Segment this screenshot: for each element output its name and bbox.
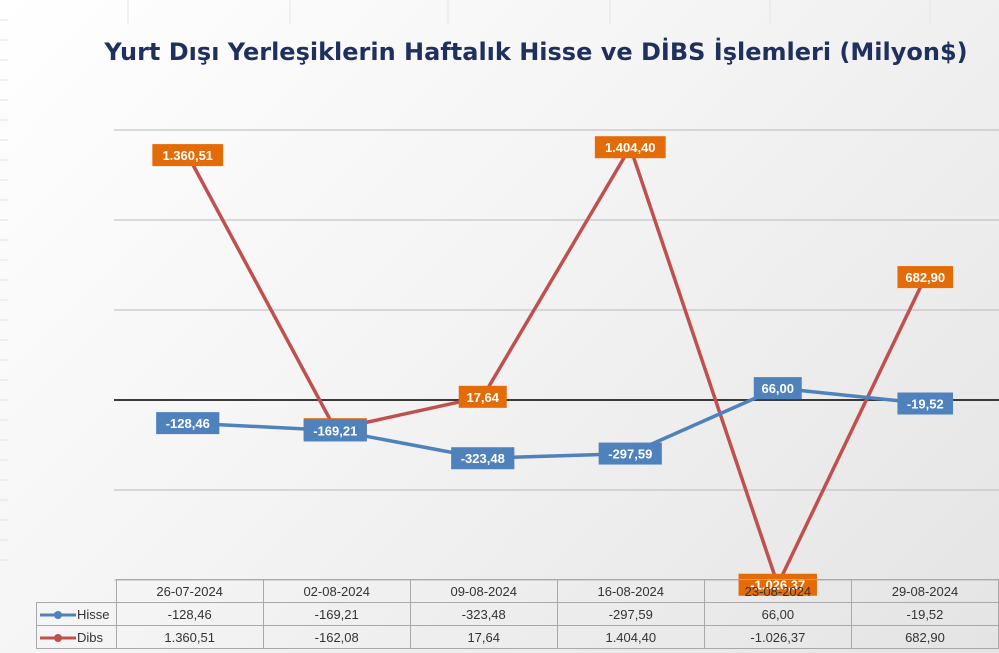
category-label: 16-08-2024 bbox=[556, 579, 705, 603]
table-cell: -162,08 bbox=[262, 625, 411, 649]
data-label-box bbox=[753, 377, 802, 400]
legend-label-dibs: Dibs bbox=[77, 629, 104, 645]
data-label-box bbox=[897, 392, 954, 415]
category-label: 23-08-2024 bbox=[703, 579, 852, 603]
data-label: -297,59 bbox=[608, 447, 652, 462]
table-cell: 66,00 bbox=[703, 602, 852, 626]
table-header-row: 26-07-2024 02-08-2024 09-08-2024 16-08-2… bbox=[36, 579, 999, 603]
table-row-dibs: Dibs 1.360,51 -162,08 17,64 1.404,40 -1.… bbox=[36, 625, 999, 649]
table-corner bbox=[36, 579, 117, 603]
data-label-box bbox=[303, 419, 367, 442]
table-cell: 1.404,40 bbox=[556, 625, 705, 649]
data-label-box bbox=[897, 266, 954, 289]
data-label: -128,46 bbox=[166, 416, 210, 431]
series-line-hisse bbox=[187, 386, 926, 460]
table-cell: -169,21 bbox=[262, 602, 411, 626]
data-table: 26-07-2024 02-08-2024 09-08-2024 16-08-2… bbox=[36, 579, 999, 649]
category-label: 02-08-2024 bbox=[262, 579, 411, 603]
table-cell: -323,48 bbox=[409, 602, 558, 626]
legend-label-hisse: Hisse bbox=[77, 606, 110, 622]
legend-key-dibs bbox=[40, 634, 76, 643]
data-label-box bbox=[458, 385, 507, 408]
data-label: 17,64 bbox=[466, 390, 499, 405]
chart-title: Yurt Dışı Yerleşiklerin Haftalık Hisse v… bbox=[104, 38, 968, 66]
table-cell: -1.026,37 bbox=[703, 625, 852, 649]
legend-entry-dibs: Dibs bbox=[36, 625, 117, 649]
data-label-box bbox=[594, 136, 666, 159]
table-cell: -19,52 bbox=[850, 602, 999, 626]
series-line-dibs bbox=[186, 145, 927, 587]
data-label: 1.404,40 bbox=[605, 140, 656, 155]
category-label: 29-08-2024 bbox=[850, 579, 999, 603]
table-cell: 17,64 bbox=[409, 625, 558, 649]
data-label: -19,52 bbox=[907, 397, 944, 412]
data-label: -169,21 bbox=[313, 423, 357, 438]
data-label-box bbox=[451, 447, 515, 470]
data-label: 1.360,51 bbox=[162, 148, 213, 163]
category-label: 09-08-2024 bbox=[409, 579, 558, 603]
legend-entry-hisse: Hisse bbox=[36, 602, 117, 626]
table-cell: 1.360,51 bbox=[115, 625, 264, 649]
data-label: -323,48 bbox=[461, 451, 505, 466]
data-label-box bbox=[152, 144, 224, 167]
data-label-box bbox=[598, 442, 662, 465]
category-label: 26-07-2024 bbox=[115, 579, 264, 603]
legend-key-hisse bbox=[40, 611, 76, 620]
table-cell: -297,59 bbox=[556, 602, 705, 626]
table-cell: 682,90 bbox=[850, 625, 999, 649]
data-label: 682,90 bbox=[905, 270, 945, 285]
table-cell: -128,46 bbox=[115, 602, 264, 626]
data-label-box bbox=[156, 412, 220, 435]
data-label: 66,00 bbox=[761, 381, 794, 396]
table-row-hisse: Hisse -128,46 -169,21 -323,48 -297,59 66… bbox=[36, 602, 999, 626]
